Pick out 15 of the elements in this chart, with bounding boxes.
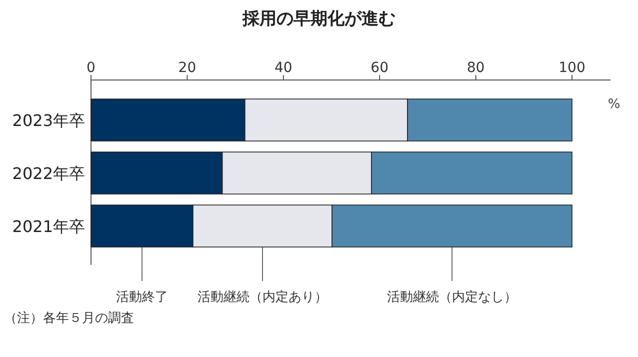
chart-title: 採用の早期化が進む: [242, 9, 396, 29]
text: 活動継続（内定なし）: [386, 290, 517, 305]
y-tick-label: 2022年卒: [12, 164, 85, 183]
x-tick-label: 20: [178, 60, 196, 76]
y-tick-label: 2021年卒: [12, 217, 85, 236]
y-tick-label: 2023年卒: [12, 111, 85, 130]
text: （注）各年５月の調査: [4, 311, 134, 326]
x-tick-label: 40: [274, 60, 292, 76]
x-tick-label: 60: [370, 60, 389, 76]
x-tick-label: 100: [558, 60, 586, 76]
text: 活動継続（内定あり）: [197, 290, 328, 305]
x-axis-title: %: [608, 97, 620, 112]
x-tick-label: 80: [466, 60, 485, 76]
text: 活動終了: [116, 290, 168, 305]
x-tick-label: 0: [86, 60, 96, 76]
